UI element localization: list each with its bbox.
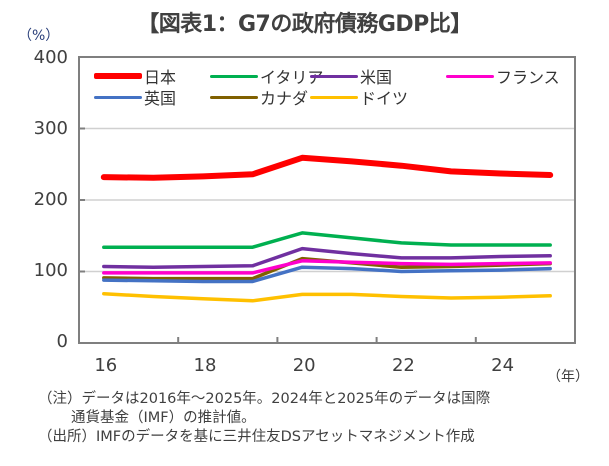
y-tick-label: 200 <box>33 189 68 210</box>
legend-swatch <box>94 95 142 99</box>
series-line <box>102 291 552 303</box>
y-tick-label: 400 <box>33 47 68 68</box>
note-line: （注）データは2016年～2025年。2024年と2025年のデータは国際 <box>38 391 491 407</box>
source-line: （出所）IMFのデータを基に三井住友DSアセットマネジメント作成 <box>38 429 475 445</box>
legend-label: 日本 <box>144 68 177 87</box>
legend-label: 英国 <box>144 89 177 108</box>
legend-item: カナダ <box>210 85 308 109</box>
legend-swatch <box>310 74 358 78</box>
series-line <box>102 259 552 275</box>
y-tick-label: 0 <box>56 331 68 352</box>
legend-swatch <box>94 73 142 79</box>
series-line <box>102 265 552 284</box>
y-axis-unit-label: （%） <box>18 28 60 44</box>
legend-item: ドイツ <box>310 85 408 109</box>
legend-item: 日本 <box>94 64 176 88</box>
legend-item: 英国 <box>94 85 176 109</box>
legend-swatch <box>446 74 494 78</box>
y-tick-label: 300 <box>33 118 68 139</box>
y-tick-label: 100 <box>33 260 68 281</box>
legend-swatch <box>310 95 358 99</box>
legend-item: イタリア <box>210 64 323 88</box>
series-line <box>102 231 552 249</box>
legend-label: イタリア <box>260 68 324 87</box>
x-tick-label: 16 <box>94 355 118 376</box>
series-line <box>102 246 552 269</box>
plot-frame <box>78 56 576 344</box>
x-tick-label: 18 <box>193 355 217 376</box>
footnotes: （注）データは2016年～2025年。2024年と2025年のデータは国際 通貨… <box>38 390 490 447</box>
x-tick-label: 20 <box>292 355 316 376</box>
note-line: 通貨基金（IMF）の推計値。 <box>71 410 256 426</box>
legend-item: 米国 <box>310 64 392 88</box>
series-line <box>100 154 554 181</box>
x-tick-label: 22 <box>391 355 415 376</box>
legend-label: フランス <box>496 68 560 87</box>
x-tick-label: 24 <box>491 355 515 376</box>
legend-label: カナダ <box>260 89 309 108</box>
x-axis-unit-label: （年） <box>547 369 589 385</box>
chart-title: 【図表1：G7の政府債務GDP比】 <box>137 12 472 37</box>
legend-item: フランス <box>446 64 560 88</box>
legend-swatch <box>210 95 258 99</box>
legend-label: ドイツ <box>360 89 409 108</box>
legend-swatch <box>210 74 258 78</box>
legend-label: 米国 <box>360 68 393 87</box>
